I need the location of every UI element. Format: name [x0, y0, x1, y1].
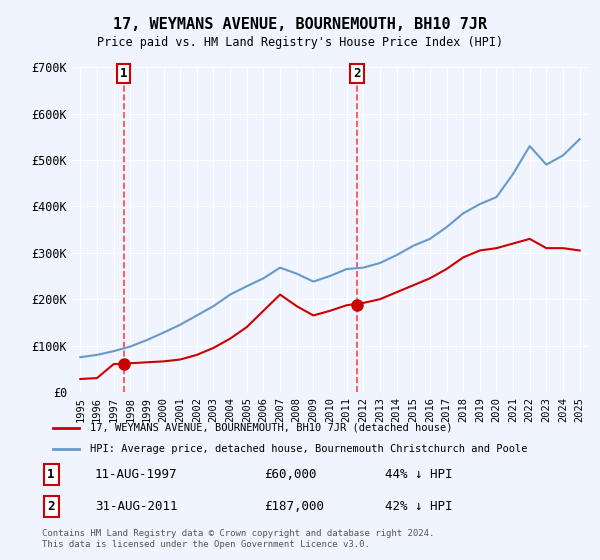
Text: £187,000: £187,000 [264, 500, 324, 513]
Text: Price paid vs. HM Land Registry's House Price Index (HPI): Price paid vs. HM Land Registry's House … [97, 36, 503, 49]
Text: 1: 1 [47, 468, 55, 481]
Text: 17, WEYMANS AVENUE, BOURNEMOUTH, BH10 7JR (detached house): 17, WEYMANS AVENUE, BOURNEMOUTH, BH10 7J… [89, 423, 452, 433]
Text: 1: 1 [120, 67, 127, 80]
Text: 44% ↓ HPI: 44% ↓ HPI [385, 468, 453, 481]
Text: 31-AUG-2011: 31-AUG-2011 [95, 500, 178, 513]
Text: £60,000: £60,000 [264, 468, 316, 481]
Text: 2: 2 [353, 67, 361, 80]
Text: 2: 2 [47, 500, 55, 513]
Text: Contains HM Land Registry data © Crown copyright and database right 2024.
This d: Contains HM Land Registry data © Crown c… [42, 529, 434, 549]
Text: HPI: Average price, detached house, Bournemouth Christchurch and Poole: HPI: Average price, detached house, Bour… [89, 444, 527, 454]
Text: 11-AUG-1997: 11-AUG-1997 [95, 468, 178, 481]
Text: 42% ↓ HPI: 42% ↓ HPI [385, 500, 453, 513]
Text: 17, WEYMANS AVENUE, BOURNEMOUTH, BH10 7JR: 17, WEYMANS AVENUE, BOURNEMOUTH, BH10 7J… [113, 17, 487, 32]
